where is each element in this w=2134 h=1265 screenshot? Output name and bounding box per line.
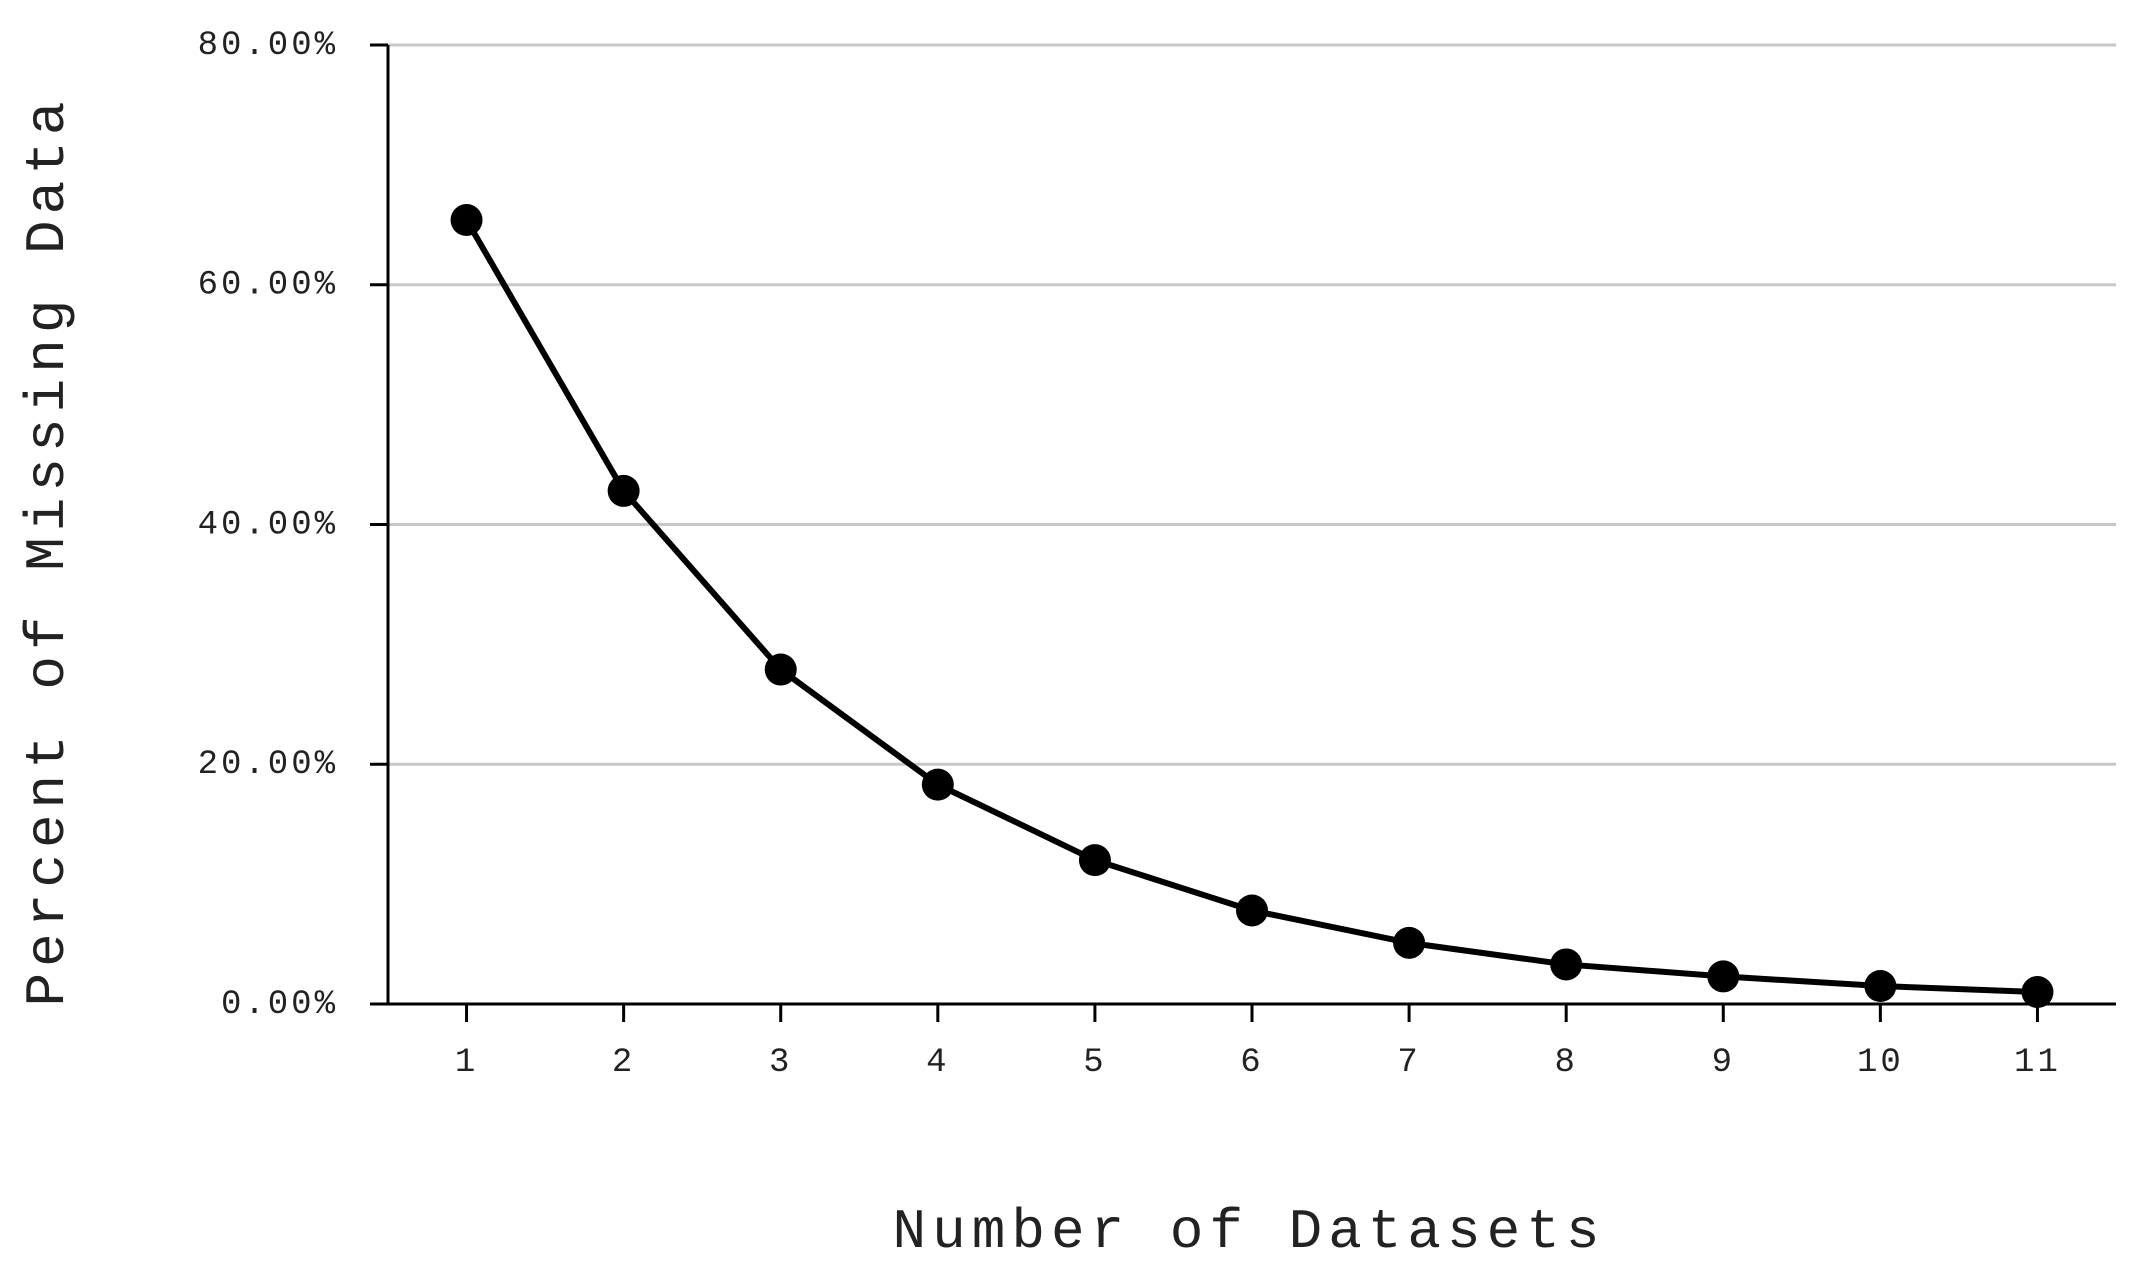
point	[2021, 976, 2054, 1009]
point	[921, 768, 954, 801]
x-tick-label: 5	[1083, 1044, 1106, 1082]
x-tick-label: 3	[769, 1044, 792, 1082]
point	[1864, 970, 1897, 1003]
point	[607, 474, 640, 507]
point	[1550, 948, 1583, 981]
y-axis-title: Percent of Missing Data	[16, 96, 80, 1007]
x-tick-label: 10	[1857, 1044, 1904, 1082]
point	[764, 653, 797, 686]
point	[1078, 844, 1111, 877]
y-tick-label: 0.00%	[221, 986, 338, 1024]
point	[1236, 894, 1268, 927]
x-tick-label: 7	[1397, 1044, 1420, 1082]
x-tick-label: 2	[612, 1044, 635, 1082]
x-tick-label: 1	[455, 1044, 478, 1082]
x-tick-label: 6	[1240, 1044, 1263, 1082]
x-axis-title: Number of Datasets	[893, 1200, 1606, 1264]
y-tick-label: 80.00%	[198, 27, 338, 65]
x-tick-label: 9	[1712, 1044, 1735, 1082]
line	[463, 218, 2038, 996]
point	[450, 204, 483, 237]
point	[1707, 960, 1740, 993]
x-tick-label: 4	[926, 1044, 949, 1082]
y-tick-label: 40.00%	[198, 506, 338, 544]
x-tick-label: 11	[2014, 1044, 2061, 1082]
x-tick-label: 8	[1554, 1044, 1577, 1082]
point	[1393, 926, 1426, 959]
y-tick-label: 60.00%	[198, 267, 338, 305]
y-tick-label: 20.00%	[198, 746, 338, 784]
